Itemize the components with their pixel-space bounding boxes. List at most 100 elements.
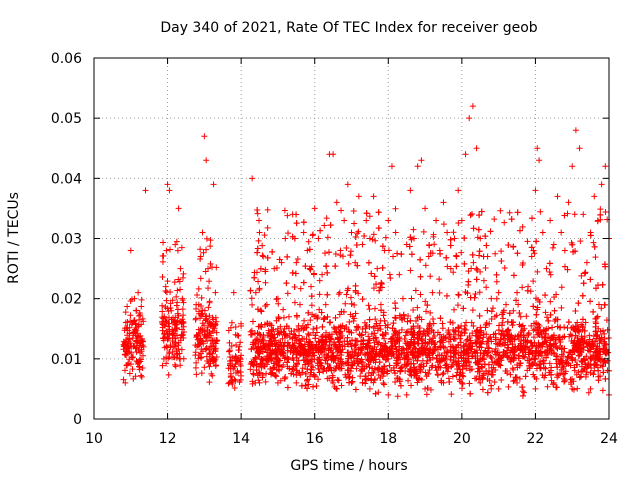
data-point [169, 326, 176, 333]
data-point [597, 206, 604, 213]
data-point [329, 353, 336, 360]
data-point [202, 268, 209, 275]
data-point [564, 266, 571, 273]
data-point [268, 328, 275, 335]
data-point [281, 207, 288, 214]
data-point [587, 298, 594, 305]
data-point [524, 287, 531, 294]
data-point [305, 381, 312, 388]
data-point [344, 181, 351, 188]
data-point [451, 306, 458, 313]
data-point [540, 340, 547, 347]
data-point [322, 301, 329, 308]
data-point [170, 330, 177, 337]
data-point [601, 301, 608, 308]
data-point [468, 340, 475, 347]
data-point [424, 385, 431, 392]
data-point [466, 115, 473, 122]
data-point [396, 335, 403, 342]
data-point [564, 354, 571, 361]
data-point [380, 380, 387, 387]
data-point [213, 318, 220, 325]
data-point [370, 193, 377, 200]
data-point [254, 349, 261, 356]
data-point [135, 289, 142, 296]
data-point [160, 337, 167, 344]
data-point [509, 365, 516, 372]
data-point [560, 353, 567, 360]
data-point [494, 341, 501, 348]
data-point [564, 325, 571, 332]
data-point [363, 377, 370, 384]
data-point [378, 280, 385, 287]
data-point [348, 343, 355, 350]
data-point [520, 260, 527, 267]
data-point [345, 367, 352, 374]
data-point [377, 284, 384, 291]
data-point [539, 229, 546, 236]
data-point [526, 349, 533, 356]
data-point [254, 249, 261, 256]
data-point [304, 351, 311, 358]
data-point [440, 370, 447, 377]
data-point [451, 335, 458, 342]
data-point [559, 361, 566, 368]
data-point [458, 385, 465, 392]
data-point [381, 363, 388, 370]
data-point [549, 334, 556, 341]
data-point [302, 370, 309, 377]
data-point [424, 302, 431, 309]
data-point [465, 345, 472, 352]
data-point [385, 217, 392, 224]
data-point [387, 275, 394, 282]
data-point [285, 230, 292, 237]
data-point [327, 222, 334, 229]
data-point [270, 349, 277, 356]
data-point [427, 273, 434, 280]
data-point [550, 241, 557, 248]
data-point [453, 344, 460, 351]
data-point [276, 256, 283, 263]
data-point [238, 322, 245, 329]
data-point [172, 335, 179, 342]
data-point [440, 199, 447, 206]
data-point [165, 371, 172, 378]
data-point [533, 238, 540, 245]
data-point [258, 308, 265, 315]
data-point [226, 339, 233, 346]
data-point [324, 234, 331, 241]
data-point [505, 241, 512, 248]
x-tick-label: 20 [453, 431, 471, 447]
data-point [547, 271, 554, 278]
data-point [558, 284, 565, 291]
data-point [129, 354, 136, 361]
data-point [466, 367, 473, 374]
data-point [234, 369, 241, 376]
data-point [301, 341, 308, 348]
data-point [469, 307, 476, 314]
data-point [542, 330, 549, 337]
data-point [469, 211, 476, 217]
data-point [259, 356, 266, 363]
data-point [379, 331, 386, 338]
data-point [337, 331, 344, 338]
data-point [271, 372, 278, 379]
data-point [577, 238, 584, 245]
data-point [138, 348, 145, 355]
data-point [347, 252, 354, 259]
data-point [591, 243, 598, 250]
data-point [521, 389, 528, 396]
data-point [461, 330, 468, 337]
data-point [316, 356, 323, 363]
data-point [569, 163, 576, 170]
data-point [422, 205, 429, 212]
data-point [238, 352, 245, 359]
data-point [255, 237, 262, 244]
data-point [299, 369, 306, 376]
y-tick-label: 0 [73, 412, 82, 428]
data-point [583, 259, 590, 266]
data-point [516, 309, 523, 316]
data-point [292, 362, 299, 369]
data-point [293, 220, 300, 227]
data-point [370, 357, 377, 364]
